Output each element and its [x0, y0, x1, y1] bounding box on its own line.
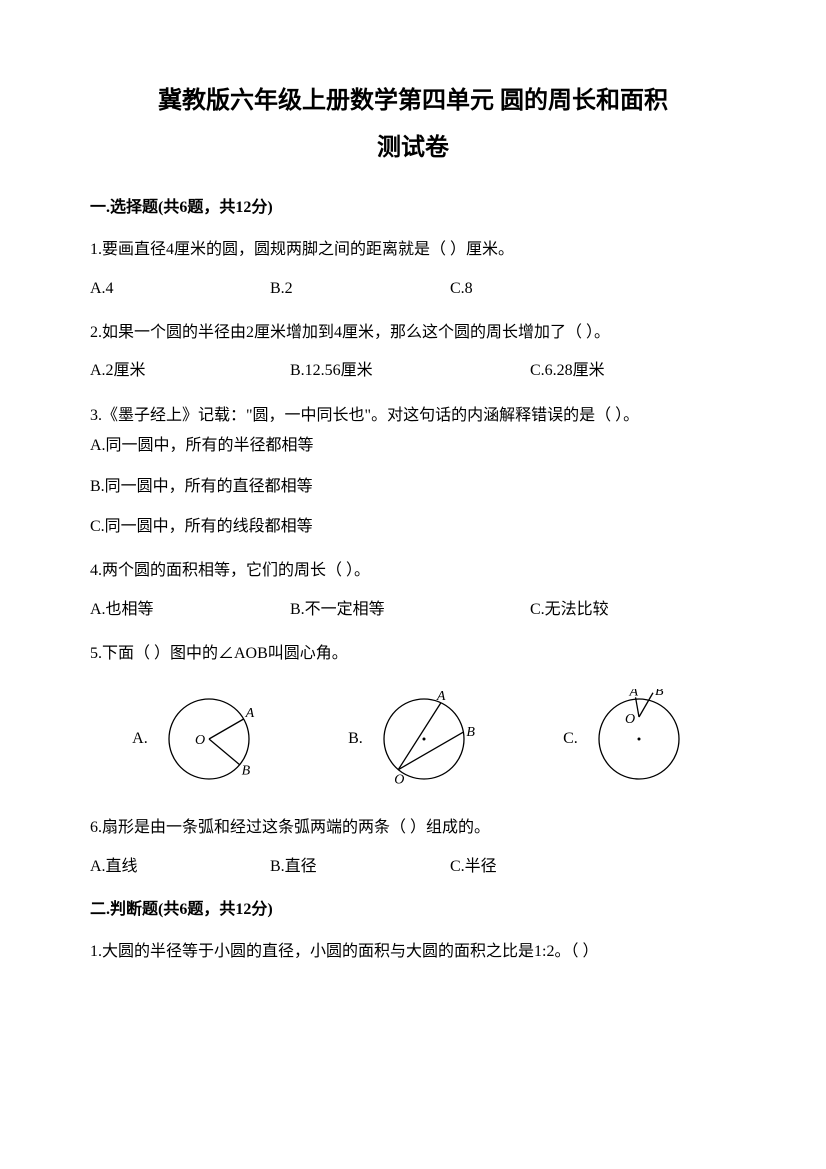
circle-diagram-b: O A B: [369, 689, 479, 789]
question-3-text: 3.《墨子经上》记载："圆，一中同长也"。对这句话的内涵解释错误的是（ ）。: [90, 401, 736, 431]
circle-diagram-a: O A B: [154, 689, 264, 789]
question-2-text: 2.如果一个圆的半径由2厘米增加到4厘米，那么这个圆的周长增加了（ ）。: [90, 318, 736, 348]
question-5-diagrams: A. O A B B. O A B C. O A B: [90, 689, 736, 789]
q3-opt-b: B.同一圆中，所有的直径都相等: [90, 472, 736, 502]
question-4-options: A.也相等 B.不一定相等 C.无法比较: [90, 595, 736, 625]
question-6-text: 6.扇形是由一条弧和经过这条弧两端的两条（ ）组成的。: [90, 813, 736, 843]
q2-opt-b: B.12.56厘米: [290, 356, 530, 386]
q5-label-b: B.: [348, 724, 363, 754]
circle-diagram-c: O A B: [584, 689, 694, 789]
question-1: 1.要画直径4厘米的圆，圆规两脚之间的距离就是（ ）厘米。 A.4 B.2 C.…: [90, 235, 736, 304]
page-title-2: 测试卷: [90, 127, 736, 170]
section-2-header: 二.判断题(共6题，共12分): [90, 896, 736, 925]
q4-opt-a: A.也相等: [90, 595, 290, 625]
question-2: 2.如果一个圆的半径由2厘米增加到4厘米，那么这个圆的周长增加了（ ）。 A.2…: [90, 318, 736, 387]
q4-opt-b: B.不一定相等: [290, 595, 530, 625]
question-1-text: 1.要画直径4厘米的圆，圆规两脚之间的距离就是（ ）厘米。: [90, 235, 736, 265]
q5-diagram-c: C. O A B: [563, 689, 694, 789]
q5-diagram-b: B. O A B: [348, 689, 479, 789]
q5-diagram-a: A. O A B: [132, 689, 264, 789]
q5-label-a: A.: [132, 724, 148, 754]
svg-text:O: O: [195, 733, 205, 748]
svg-text:O: O: [625, 712, 635, 727]
q1-opt-b: B.2: [270, 274, 450, 304]
question-6: 6.扇形是由一条弧和经过这条弧两端的两条（ ）组成的。 A.直线 B.直径 C.…: [90, 813, 736, 882]
s2-q1-text: 1.大圆的半径等于小圆的直径，小圆的面积与大圆的面积之比是1:2。（ ）: [90, 937, 736, 967]
q5-label-c: C.: [563, 724, 578, 754]
svg-text:A: A: [244, 706, 254, 721]
svg-text:B: B: [241, 764, 250, 779]
section2-question-1: 1.大圆的半径等于小圆的直径，小圆的面积与大圆的面积之比是1:2。（ ）: [90, 937, 736, 967]
question-6-options: A.直线 B.直径 C.半径: [90, 852, 736, 882]
question-4-text: 4.两个圆的面积相等，它们的周长（ ）。: [90, 556, 736, 586]
q6-opt-a: A.直线: [90, 852, 270, 882]
page-title-1: 冀教版六年级上册数学第四单元 圆的周长和面积: [90, 80, 736, 123]
svg-text:B: B: [655, 689, 664, 699]
question-5-text: 5.下面（ ）图中的∠AOB叫圆心角。: [90, 639, 736, 669]
q4-opt-c: C.无法比较: [530, 595, 690, 625]
question-2-options: A.2厘米 B.12.56厘米 C.6.28厘米: [90, 356, 736, 386]
question-4: 4.两个圆的面积相等，它们的周长（ ）。 A.也相等 B.不一定相等 C.无法比…: [90, 556, 736, 625]
question-3: 3.《墨子经上》记载："圆，一中同长也"。对这句话的内涵解释错误的是（ ）。 A…: [90, 401, 736, 543]
svg-text:B: B: [466, 726, 475, 741]
question-1-options: A.4 B.2 C.8: [90, 274, 736, 304]
q3-opt-a: A.同一圆中，所有的半径都相等: [90, 431, 736, 461]
svg-text:A: A: [628, 689, 638, 699]
svg-text:O: O: [394, 773, 404, 788]
section-1-header: 一.选择题(共6题，共12分): [90, 194, 736, 223]
q6-opt-c: C.半径: [450, 852, 630, 882]
q3-opt-c: C.同一圆中，所有的线段都相等: [90, 512, 736, 542]
q2-opt-c: C.6.28厘米: [530, 356, 690, 386]
q1-opt-a: A.4: [90, 274, 270, 304]
q1-opt-c: C.8: [450, 274, 630, 304]
question-5: 5.下面（ ）图中的∠AOB叫圆心角。 A. O A B B. O A B C. O A B: [90, 639, 736, 789]
svg-text:A: A: [436, 689, 446, 704]
q2-opt-a: A.2厘米: [90, 356, 290, 386]
q6-opt-b: B.直径: [270, 852, 450, 882]
